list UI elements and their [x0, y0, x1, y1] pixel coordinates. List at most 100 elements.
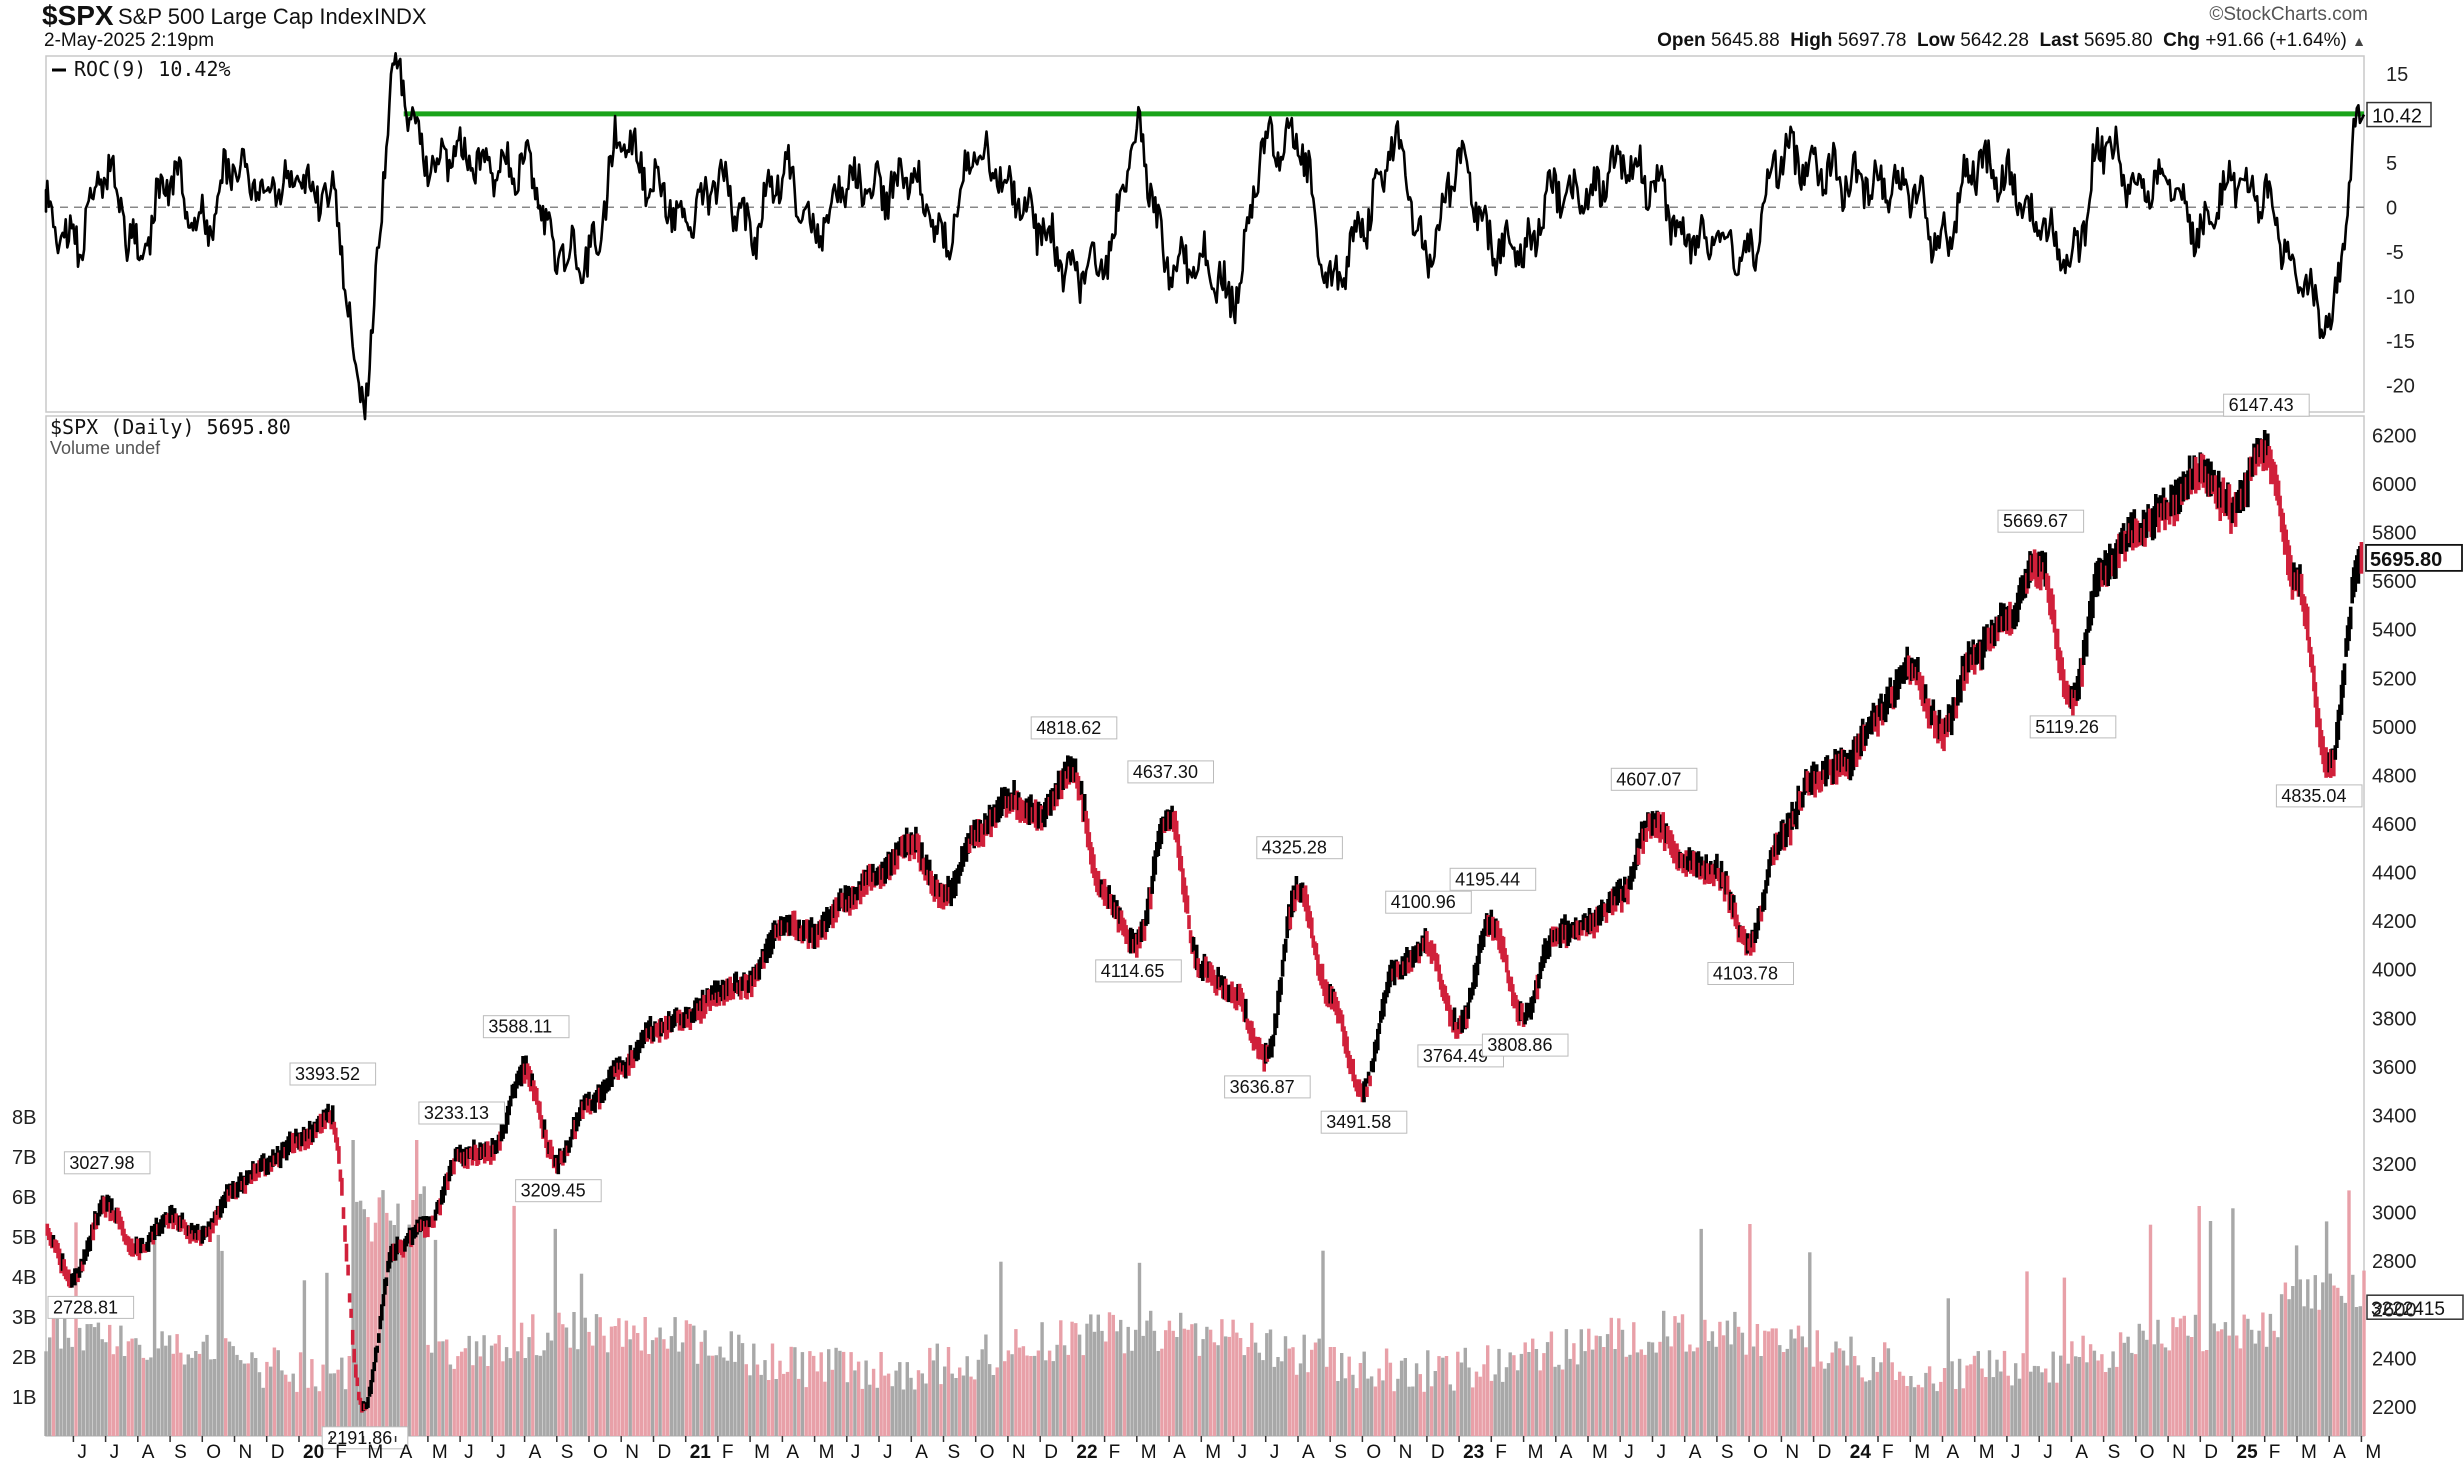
volume-bar	[89, 1324, 93, 1436]
volume-bar	[317, 1391, 322, 1436]
volume-bar	[1066, 1354, 1070, 1436]
volume-bar	[1201, 1339, 1205, 1436]
volume-bar	[871, 1368, 876, 1436]
volume-bar	[1141, 1335, 1145, 1436]
volume-bar	[924, 1383, 928, 1436]
volume-bar	[1355, 1388, 1359, 1436]
x-axis-tick-label-0: J	[77, 1442, 87, 1460]
open-value: 5645.88	[1710, 30, 1780, 51]
volume-bar	[2250, 1329, 2254, 1436]
volume-bar	[1725, 1320, 1730, 1436]
volume-bar	[1755, 1324, 1760, 1436]
volume-bar	[789, 1346, 793, 1436]
x-axis-tick-label-7: 20	[303, 1442, 324, 1460]
volume-bar	[2040, 1372, 2044, 1436]
volume-bar	[2160, 1343, 2164, 1436]
price-axis-tick-label-0: 6200	[2372, 425, 2417, 447]
volume-bar	[1999, 1371, 2003, 1436]
volume-bar	[396, 1203, 400, 1436]
volume-bar	[1898, 1371, 1902, 1436]
volume-bar	[1115, 1331, 1119, 1436]
volume-bar	[849, 1352, 853, 1436]
volume-bar	[1250, 1322, 1254, 1436]
last-value: 5695.80	[2083, 30, 2153, 51]
x-axis-tick-label-20: F	[722, 1442, 734, 1460]
volume-bar	[1220, 1319, 1224, 1436]
volume-bar	[1883, 1342, 1887, 1436]
volume-bar	[534, 1355, 539, 1436]
volume-bar	[1175, 1337, 1179, 1436]
volume-bar	[2272, 1330, 2276, 1436]
volume-bar	[2077, 1357, 2082, 1436]
volume-bar	[1957, 1358, 1962, 1436]
volume-bar	[1242, 1355, 1246, 1436]
volume-bar	[1414, 1363, 1419, 1436]
price-annotation-box-22	[2275, 784, 2363, 808]
volume-bar	[2085, 1362, 2089, 1436]
volume-bar	[579, 1273, 584, 1436]
x-axis-tick-label-68: F	[2269, 1442, 2281, 1460]
volume-bar	[1972, 1355, 1977, 1436]
volume-bar	[1744, 1354, 1748, 1436]
price-axis-tick-label-14: 3400	[2372, 1105, 2417, 1127]
volume-bar	[2156, 1319, 2160, 1436]
volume-bar	[763, 1360, 767, 1436]
roc-axis-tick-label-5: -10	[2386, 286, 2415, 308]
volume-bar	[441, 1341, 445, 1436]
volume-bar	[1047, 1350, 1052, 1436]
volume-bar	[602, 1335, 606, 1436]
volume-bar	[710, 1355, 715, 1436]
volume-bar	[1253, 1342, 1258, 1436]
volume-bar	[748, 1375, 752, 1436]
price-axis-tick-label-6: 5000	[2372, 717, 2417, 739]
brand-logo[interactable]: ©StockCharts.com	[2209, 4, 2368, 25]
x-axis-tick-label-4: O	[206, 1442, 221, 1460]
volume-bar	[1740, 1332, 1745, 1436]
volume-bar	[1325, 1366, 1329, 1436]
volume-bar	[2010, 1385, 2014, 1436]
volume-bar	[1864, 1381, 1868, 1436]
volume-bar	[1036, 1350, 1041, 1436]
volume-bar	[257, 1372, 262, 1436]
volume-bar	[1433, 1371, 1437, 1436]
volume-bar	[875, 1387, 879, 1436]
x-axis-tick-label-50: A	[1689, 1442, 1702, 1460]
volume-bar	[516, 1351, 520, 1436]
volume-bar	[1340, 1353, 1344, 1436]
volume-bar	[1538, 1370, 1542, 1436]
x-axis-tick-label-26: A	[915, 1442, 928, 1460]
volume-bar	[1523, 1342, 1527, 1436]
volume-bar	[856, 1361, 861, 1436]
volume-bar	[1909, 1376, 1913, 1436]
volume-bar	[351, 1140, 355, 1436]
volume-bar	[1463, 1347, 1467, 1436]
volume-bar	[1336, 1381, 1340, 1436]
volume-bar	[141, 1357, 146, 1436]
volume-bar	[1384, 1348, 1389, 1436]
price-axis-tick-label-18: 2600	[2372, 1300, 2417, 1322]
volume-bar	[785, 1371, 790, 1436]
volume-bar	[973, 1379, 977, 1436]
volume-bar	[1032, 1355, 1037, 1436]
volume-bar	[1695, 1347, 1700, 1436]
volume-bar	[134, 1338, 138, 1436]
volume-bar	[1512, 1355, 1516, 1436]
x-axis-tick-label-6: D	[271, 1442, 285, 1460]
volume-bar	[531, 1314, 535, 1436]
volume-bar	[2294, 1245, 2299, 1436]
volume-bar	[186, 1354, 190, 1436]
volume-bar	[474, 1341, 479, 1436]
volume-bar	[2227, 1335, 2231, 1436]
volume-bar	[415, 1140, 419, 1436]
volume-bar	[1137, 1262, 1142, 1436]
volume-bar	[1598, 1336, 1602, 1436]
volume-bar	[2032, 1365, 2037, 1436]
volume-bar	[1381, 1380, 1385, 1436]
volume-bar	[497, 1335, 501, 1436]
volume-bar	[1987, 1350, 1992, 1436]
volume-bar	[572, 1312, 576, 1436]
volume-bar	[2141, 1330, 2145, 1436]
price-axis-tick-label-15: 3200	[2372, 1154, 2417, 1176]
volume-bar	[1654, 1352, 1658, 1436]
volume-bar	[1950, 1361, 1954, 1436]
